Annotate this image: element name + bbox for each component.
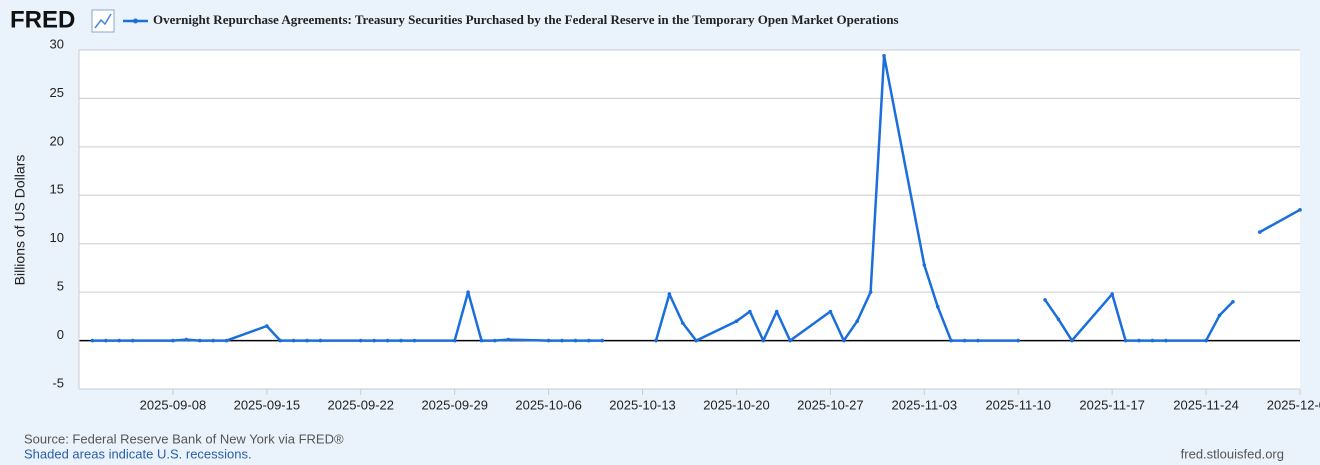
x-tick-label: 2025-09-15 xyxy=(234,397,301,412)
point xyxy=(560,338,564,343)
point xyxy=(587,338,591,343)
point xyxy=(949,338,953,343)
point xyxy=(962,338,967,343)
point xyxy=(868,290,873,294)
point xyxy=(130,338,135,343)
point xyxy=(1070,338,1074,343)
y-tick-label: 5 xyxy=(57,279,64,294)
point xyxy=(452,338,457,343)
point xyxy=(117,338,122,343)
point xyxy=(211,338,215,343)
legend-marker xyxy=(133,18,138,24)
y-tick-label: 15 xyxy=(50,182,64,197)
point xyxy=(184,337,189,342)
point xyxy=(305,338,309,343)
point xyxy=(922,263,927,267)
point xyxy=(291,338,296,343)
y-axis-label: Billions of US Dollars xyxy=(12,155,28,286)
point xyxy=(1164,338,1168,343)
point xyxy=(412,338,417,343)
point xyxy=(855,319,860,324)
y-tick-label: -5 xyxy=(52,375,64,390)
point xyxy=(318,338,323,343)
point xyxy=(761,338,766,343)
point xyxy=(1043,298,1047,302)
x-tick-label: 2025-09-08 xyxy=(140,397,207,412)
x-tick-label: 2025-11-24 xyxy=(1173,397,1239,412)
point xyxy=(1204,338,1208,343)
point xyxy=(694,338,699,343)
point xyxy=(278,338,283,343)
logo-icon-line xyxy=(94,13,112,29)
point xyxy=(493,338,497,343)
point xyxy=(1217,313,1222,318)
point xyxy=(1150,338,1155,343)
point xyxy=(680,321,685,325)
legend-label: Overnight Repurchase Agreements: Treasur… xyxy=(153,12,899,27)
point xyxy=(546,338,551,343)
point xyxy=(506,337,511,342)
x-tick-label: 2025-10-20 xyxy=(703,397,770,412)
point xyxy=(828,309,833,314)
point xyxy=(358,338,363,343)
point xyxy=(224,338,229,343)
point xyxy=(1137,338,1141,343)
x-tick-label: 2025-09-29 xyxy=(421,397,488,412)
point xyxy=(842,338,846,343)
y-tick-label: 10 xyxy=(50,230,64,245)
x-tick-label: 2025-10-06 xyxy=(515,397,582,412)
point xyxy=(1257,230,1262,234)
point xyxy=(265,324,269,328)
point xyxy=(774,309,779,314)
point xyxy=(1110,292,1114,296)
point xyxy=(600,338,605,343)
point xyxy=(90,338,95,343)
source: Source: Federal Reserve Bank of New York… xyxy=(24,431,344,446)
point xyxy=(654,338,658,343)
recession-note[interactable]: Shaded areas indicate U.S. recessions. xyxy=(24,446,252,461)
x-tick-label: 2025-11-10 xyxy=(985,397,1051,412)
logo[interactable]: FRED xyxy=(10,6,75,33)
x-tick-label: 2025-09-22 xyxy=(328,397,395,412)
y-tick-label: 30 xyxy=(50,36,64,51)
x-tick-label: 2025-11-17 xyxy=(1079,397,1145,412)
point xyxy=(1056,317,1061,322)
x-tick-label: 2025-10-27 xyxy=(797,397,864,412)
point xyxy=(104,338,108,343)
point xyxy=(667,292,672,296)
point xyxy=(734,319,739,324)
x-tick-label: 2025-12-01 xyxy=(1267,397,1320,412)
x-tick-label: 2025-11-03 xyxy=(892,397,958,412)
point xyxy=(171,338,175,343)
point xyxy=(1016,338,1021,343)
y-tick-label: 25 xyxy=(50,85,64,100)
point xyxy=(479,338,484,343)
url[interactable]: fred.stlouisfed.org xyxy=(1181,446,1284,461)
point xyxy=(788,338,792,343)
y-tick-label: 20 xyxy=(50,133,64,148)
plot-area xyxy=(79,50,1300,389)
point xyxy=(385,338,390,343)
point xyxy=(466,290,470,294)
point xyxy=(882,54,886,58)
point xyxy=(976,338,980,343)
point xyxy=(1231,300,1235,304)
point xyxy=(399,338,403,343)
point xyxy=(1298,208,1302,212)
point xyxy=(748,309,752,314)
point xyxy=(197,338,202,343)
point xyxy=(1123,338,1128,343)
point xyxy=(935,304,940,309)
point xyxy=(573,338,578,343)
y-tick-label: 0 xyxy=(57,327,64,342)
point xyxy=(372,338,376,343)
x-tick-label: 2025-10-13 xyxy=(609,397,676,412)
